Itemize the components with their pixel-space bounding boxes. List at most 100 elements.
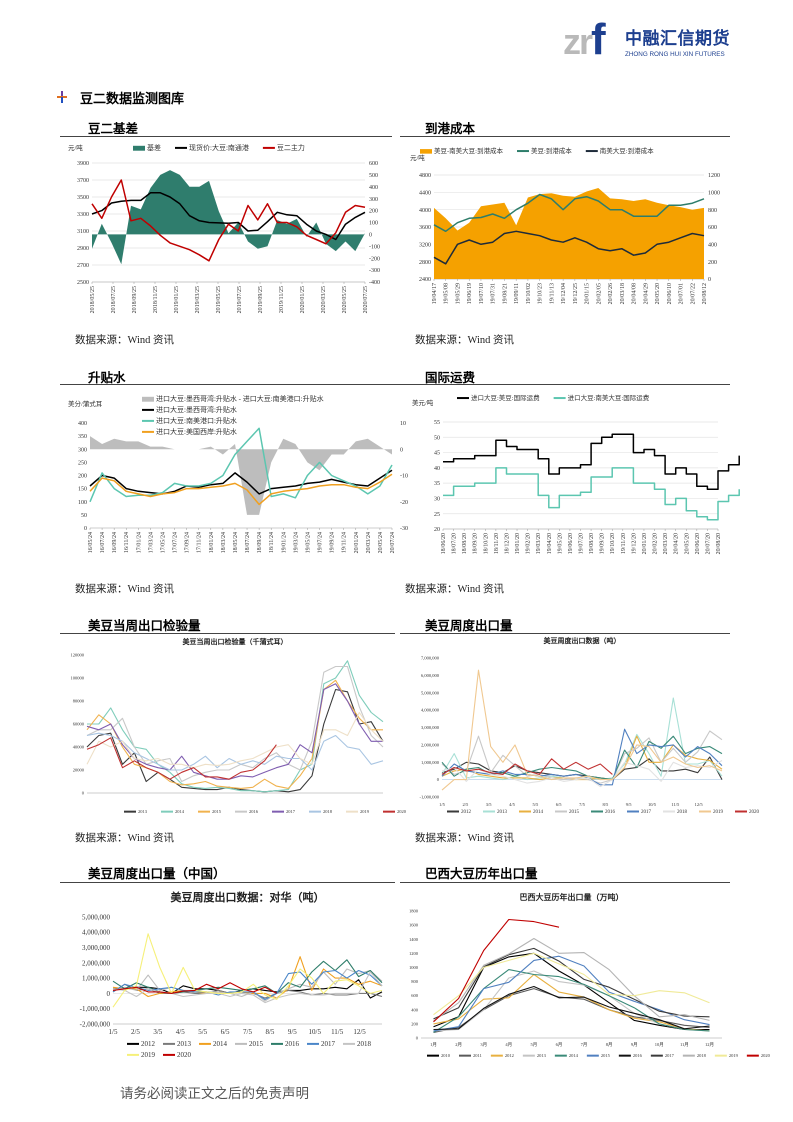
data-source: 数据来源：Wind 资讯 [405,584,505,595]
legend-item: 2020 [735,810,760,815]
y-tick-label: 0 [84,526,87,532]
legend-item: 2020 [383,809,407,814]
series-area [434,188,704,279]
legend-item: 2013 [522,1053,547,1058]
y-tick-label: 400 [411,1007,419,1012]
x-tick-label: 20/07/20 [705,533,711,554]
legend-label: 现货价:大豆:南通港 [189,143,249,152]
x-tick-label: 2018/05/25 [90,286,96,313]
section-title-brazil-exports: 巴西大豆历年出口量 [425,866,538,881]
section-title-premium: 升贴水 [88,370,126,385]
x-tick-label: 19/07/10 [479,283,485,304]
legend-label: 进口大豆:墨西哥湾:升贴水 [156,405,237,414]
series-line [443,467,740,521]
y-tick-label: 30 [434,497,440,503]
x-tick-label: 2019/09/25 [258,286,264,313]
x-tick-label: 2020/03/25 [321,286,327,313]
x-tick-label: 2/5 [131,1028,140,1036]
x-tick-label: 17/05/24 [160,532,166,553]
x-tick-label: 19/11/13 [549,283,555,304]
y2-tick-label: 100 [369,221,378,227]
y2-tick-label: -10 [400,474,408,480]
y-tick-label: 2700 [77,263,89,269]
legend-label: 2019 [713,810,724,815]
y-tick-label: 600 [411,993,419,998]
x-tick-label: 20/05/24 [378,532,384,553]
x-tick-label: 10/5 [309,1028,322,1036]
page-title: 豆二数据监测图库 [80,92,185,107]
legend-item: 2015 [555,810,580,815]
x-tick-label: 2018/11/25 [153,286,159,313]
y2-tick-label: -400 [369,280,380,286]
series-line [441,760,723,788]
x-tick-label: 2月 [455,1042,462,1048]
section-title-weekly-exports: 美豆周度出口量 [425,618,513,633]
y2-tick-label: 300 [369,197,378,203]
x-tick-label: 19/11/20 [621,533,627,554]
chart-us-exports-china: 美豆周度出口数据：对华（吨） -2,000,000 -1,000,000 0 1,000… [80,890,383,1059]
x-tick-label: 7月 [581,1042,588,1048]
legend-item: 进口大豆:美豆:国际运费 [457,393,540,402]
legend-item: 2017 [272,809,296,814]
y2-tick-label: 500 [369,173,378,179]
legend-item: 2011 [459,1053,482,1058]
y2-tick-label: 1200 [708,173,720,179]
x-tick-label: 19/03/24 [293,532,299,553]
series-line [433,952,710,1016]
legend-item: 2013 [163,1040,192,1048]
x-tick-label: 20/07/24 [390,532,396,553]
legend-item: 2018 [309,809,333,814]
x-tick-label: 19/07/20 [579,533,585,554]
y-tick-label: 2,000,000 [82,959,111,967]
x-tick-label: 11月 [680,1042,689,1048]
legend-item: 美豆-南美大豆:到港成本 [420,146,503,155]
legend-swatch [420,149,432,154]
series-line [433,193,705,233]
legend-item: 2015 [198,809,222,814]
logo-mark-f: f [591,15,606,64]
axis-unit-label: 元/吨 [68,143,83,152]
legend-label: 2018 [677,810,688,815]
legend-item: 现货价:大豆:南通港 [175,143,249,152]
x-tick-label: 8月 [606,1042,613,1048]
x-tick-label: 7/5 [243,1028,252,1036]
x-tick-label: 11/5 [331,1028,344,1036]
y-tick-label: 4,000,000 [82,929,111,937]
x-tick-label: 4月 [505,1042,512,1048]
legend-label: 美豆:到港成本 [531,146,572,155]
section-divider [60,633,395,634]
legend-label: 2015 [249,1040,264,1048]
x-tick-label: 19/01/20 [515,533,521,554]
x-tick-label: 10月 [655,1042,664,1048]
y-tick-label: 200 [78,474,87,480]
y-tick-label: 40000 [73,745,85,750]
y-tick-label: 60000 [73,722,85,727]
x-tick-label: 19/10/23 [538,283,544,304]
y2-tick-label: 200 [708,260,717,266]
x-tick-label: 20/04/29 [643,283,649,304]
x-tick-label: 9/5 [626,802,633,807]
legend-item: 基差 [133,143,161,152]
legend-label: 2012 [141,1040,156,1048]
legend-label: 进口大豆:美国西岸:升贴水 [156,427,237,436]
legend-label: 2017 [665,1053,675,1058]
x-tick-label: 1/5 [109,1028,118,1036]
legend-item: 2016 [271,1040,300,1048]
x-tick-label: 10/5 [648,802,657,807]
y-tick-label: 120000 [71,653,85,658]
legend-label: 2014 [213,1040,228,1048]
y2-tick-label: 0 [369,233,372,239]
series-line [91,192,366,241]
legend-item: 2014 [519,810,544,815]
x-tick-label: 2018/07/25 [111,286,117,313]
section-divider [400,384,730,385]
legend-item: 2016 [591,810,616,815]
legend-label: 2016 [605,810,616,815]
series-line [89,469,393,495]
y-tick-label: 40 [434,466,440,472]
section-divider [400,633,730,634]
x-tick-label: 16/09/24 [112,532,118,553]
series-line [433,947,710,1020]
legend-label: 2013 [177,1040,192,1048]
section-title-freight: 国际运费 [425,370,476,385]
